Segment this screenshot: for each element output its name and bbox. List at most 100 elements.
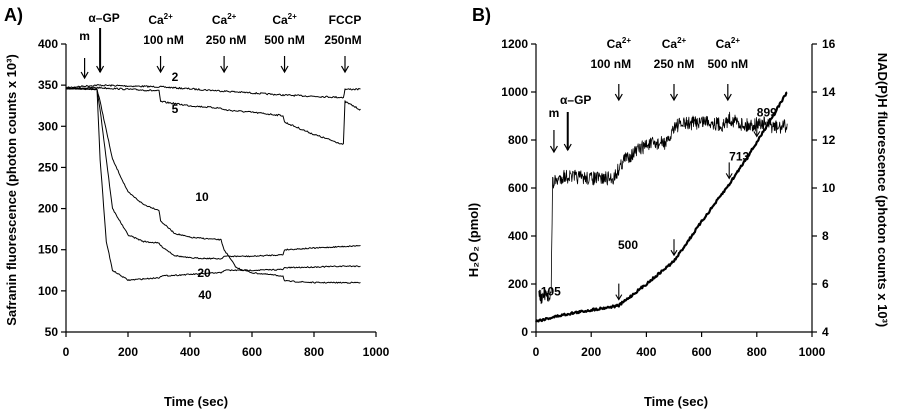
panel-b-addition-arrowhead <box>723 93 732 102</box>
panel-a-x-tick-label: 1000 <box>363 345 390 359</box>
panel-a-x-tick-label: 0 <box>63 345 70 359</box>
panel-b-x-ticks: 0 200 400 600 800 1000 <box>533 332 826 359</box>
panel-b-addition-label: Ca2+ <box>662 36 687 51</box>
panel-a-addition-concentration: 500 nM <box>264 33 305 47</box>
panel-a-series-label: 10 <box>195 190 209 204</box>
panel-a-series-label: 5 <box>172 102 179 116</box>
panel-a-addition-arrowhead <box>156 65 165 74</box>
panel-b-x-tick-label: 800 <box>747 345 767 359</box>
panel-b-x-tick-label: 1000 <box>799 345 826 359</box>
panel-b-addition-arrowhead <box>563 143 572 152</box>
panel-b-y-label: H₂O₂ (pmol) <box>466 203 481 277</box>
panel-b-series-line <box>535 91 788 323</box>
panel-b-y-tick-label: 1200 <box>501 37 528 51</box>
panel-b-y2-tick-label: 6 <box>822 277 829 291</box>
panel-b-y-tick-label: 200 <box>508 277 528 291</box>
panel-b-y-tick-label: 400 <box>508 229 528 243</box>
panel-b-addition-arrowhead <box>669 93 679 102</box>
panel-b-x-tick-label: 400 <box>636 345 656 359</box>
panel-b-data-label-arrowhead <box>670 249 678 257</box>
panel-b-y-tick-label: 800 <box>508 133 528 147</box>
panel-a-addition-concentration: 250nM <box>324 33 361 47</box>
panel-b-series-line <box>538 111 788 305</box>
panel-a-series-label: 40 <box>198 288 212 302</box>
panel-a-addition-arrowhead <box>96 65 105 74</box>
panel-b-data-labels: 105 500 713 899 <box>541 105 777 301</box>
panel-a-addition-concentration: 100 nM <box>143 33 184 47</box>
panel-a-addition-label-sup: 2+ <box>227 12 236 21</box>
panel-a-series-line <box>65 86 361 145</box>
panel-b-data-label-arrowhead <box>615 294 623 301</box>
panel-b-y2-tick-label: 12 <box>822 133 836 147</box>
panel-b-x-label: Time (sec) <box>644 394 708 409</box>
panel-b: B) 0 200 400 600 800 1000 1200 4 6 8 10 12 14 16 0 20… <box>466 5 890 409</box>
panel-b-addition-concentration: 500 nM <box>707 57 748 71</box>
panel-a-series-lines <box>65 84 361 284</box>
panel-b-data-label-arrowhead <box>753 131 761 138</box>
panel-b-addition-label-sup: 2+ <box>731 36 740 45</box>
panel-b-addition-label-sup: 2+ <box>622 36 631 45</box>
panel-b-x-tick-label: 200 <box>581 345 601 359</box>
panel-a-addition-arrowhead <box>80 71 89 80</box>
panel-b-data-label: 713 <box>729 149 749 163</box>
panel-a-addition-arrowhead <box>220 65 229 74</box>
panel-a-series-label: 20 <box>197 266 211 280</box>
panel-b-addition-label: Ca2+ <box>607 36 632 51</box>
panel-b-y2-ticks: 4 6 8 10 12 14 16 <box>812 37 836 339</box>
panel-a-addition-label: α–GP <box>88 11 119 25</box>
panel-b-y2-tick-label: 4 <box>822 325 829 339</box>
panel-a-addition-label: Ca2+ <box>272 12 297 27</box>
panel-a-y-tick-label: 200 <box>38 202 58 216</box>
panel-a-x-tick-label: 400 <box>180 345 200 359</box>
panel-b-y2-tick-label: 8 <box>822 229 829 243</box>
panel-b-y-tick-label: 600 <box>508 181 528 195</box>
panel-a-addition-arrows: m α–GP Ca2+ 100 nM Ca2+ 250 nM Ca2+ 500 nM FCCP 2… <box>79 11 362 80</box>
panel-b-addition-concentration: 250 nM <box>654 57 695 71</box>
panel-b-addition-label: m <box>549 106 560 120</box>
panel-a-series-line <box>65 87 361 281</box>
panel-b-series-lines <box>535 91 788 323</box>
panel-b-y2-label: NAD(P)H fluorescence (photon counts x 10… <box>875 53 890 327</box>
panel-a-addition-label: m <box>79 29 90 43</box>
panel-b-y-tick-label: 1000 <box>501 85 528 99</box>
panel-b-y-tick-label: 0 <box>521 325 528 339</box>
panel-a-addition-label-sup: 2+ <box>164 12 173 21</box>
panel-a-y-ticks: 50 100 150 200 250 300 350 400 <box>38 37 66 339</box>
panel-b-y-ticks: 0 200 400 600 800 1000 1200 <box>501 37 536 339</box>
panel-a-addition-label-sup: 2+ <box>288 12 297 21</box>
panel-a-addition-concentration: 250 nM <box>206 33 247 47</box>
panel-b-addition-concentration: 100 nM <box>590 57 631 71</box>
panel-a-y-tick-label: 150 <box>38 243 58 257</box>
panel-a-x-tick-label: 600 <box>242 345 262 359</box>
panel-a-y-tick-label: 400 <box>38 37 58 51</box>
panel-a-series-labels: 2 5 10 20 40 <box>172 70 212 302</box>
panel-b-label: B) <box>472 5 491 25</box>
panel-b-addition-arrowhead <box>614 93 623 102</box>
panel-a-y-label: Safranin fluorescence (photon counts x 1… <box>4 54 19 326</box>
panel-a-x-label: Time (sec) <box>164 394 228 409</box>
panel-b-x-tick-label: 0 <box>533 345 540 359</box>
panel-b-y2-tick-label: 10 <box>822 181 836 195</box>
panel-b-data-label: 899 <box>757 105 777 119</box>
panel-b-addition-label: Ca2+ <box>716 36 741 51</box>
panel-a-series-line <box>65 87 361 284</box>
panel-b-data-label: 500 <box>618 238 638 252</box>
panel-a-y-tick-label: 250 <box>38 160 58 174</box>
panel-a-x-tick-label: 200 <box>118 345 138 359</box>
panel-a-addition-label: Ca2+ <box>148 12 173 27</box>
panel-a-addition-arrowhead <box>340 65 350 74</box>
panel-a-y-tick-label: 300 <box>38 119 58 133</box>
panel-a-series-line <box>65 84 361 99</box>
panel-b-addition-label: α–GP <box>560 93 591 107</box>
panel-a: A) 50 100 150 200 250 300 350 400 0 200 400 600 800… <box>4 5 390 409</box>
panel-a-y-tick-label: 350 <box>38 78 58 92</box>
panel-a-y-tick-label: 50 <box>45 325 59 339</box>
panel-b-x-tick-label: 600 <box>692 345 712 359</box>
panel-a-series-line <box>65 87 361 260</box>
panel-b-data-label-arrowhead <box>725 173 733 180</box>
panel-b-addition-arrows: mα–GP Ca2+ 100 nM Ca2+ 250 nM Ca2+ 500 nM <box>549 36 748 154</box>
panel-a-y-tick-label: 100 <box>38 284 58 298</box>
panel-a-addition-label: Ca2+ <box>212 12 237 27</box>
panel-a-addition-label: FCCP <box>329 13 362 27</box>
